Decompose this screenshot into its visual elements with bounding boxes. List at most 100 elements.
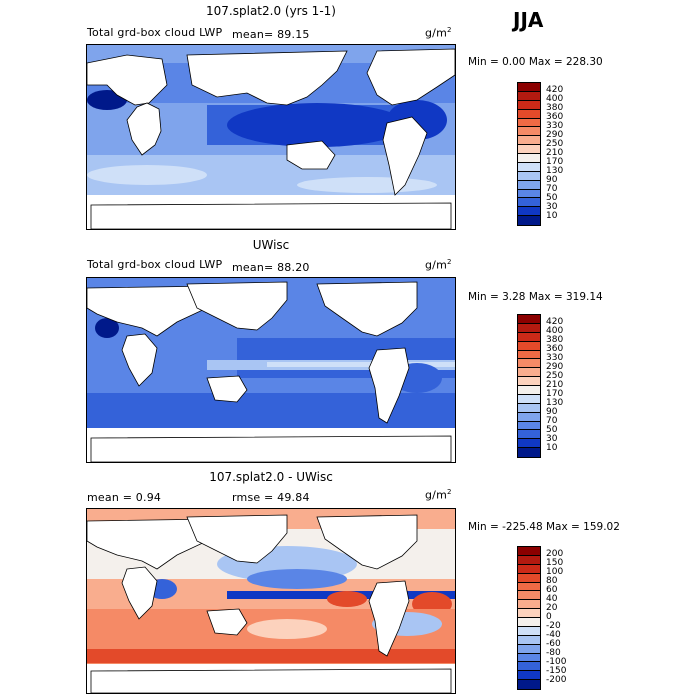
panel2-mean: mean= 88.20 <box>232 261 310 274</box>
colorbar-tick-label: 360 <box>546 112 564 122</box>
colorbar-tick-label: 90 <box>546 175 558 185</box>
panel3-mean: mean = 0.94 <box>87 491 162 504</box>
colorbar-tick-label: 40 <box>546 594 558 604</box>
panel2-title: UWisc <box>252 238 290 252</box>
colorbar-swatch <box>518 189 540 199</box>
colorbar-tick-label: 380 <box>546 103 564 113</box>
colorbar-swatch <box>518 315 540 324</box>
panel3-colorbar <box>517 546 541 690</box>
colorbar-swatch <box>518 564 540 574</box>
colorbar-swatch <box>518 332 540 342</box>
colorbar-swatch <box>518 394 540 404</box>
colorbar-tick-label: 170 <box>546 389 564 399</box>
season-label: JJA <box>513 8 544 32</box>
colorbar-tick-label: 360 <box>546 344 564 354</box>
colorbar-tick-label: 10 <box>546 443 558 453</box>
panel3-units: g/m2 <box>425 488 452 502</box>
panel2-map-svg <box>87 278 455 462</box>
colorbar-swatch <box>518 618 540 627</box>
colorbar-tick-label: 400 <box>546 326 564 336</box>
colorbar-swatch <box>518 171 540 181</box>
colorbar-swatch <box>518 145 540 154</box>
colorbar-swatch <box>518 100 540 110</box>
panel1-colorbar <box>517 82 541 226</box>
colorbar-tick-label: -40 <box>546 630 561 640</box>
colorbar-swatch <box>518 626 540 636</box>
panel3-rmse: rmse = 49.84 <box>232 491 310 504</box>
colorbar-swatch <box>518 109 540 119</box>
colorbar-swatch <box>518 350 540 360</box>
colorbar-swatch <box>518 368 540 378</box>
panel3-minmax: Min = -225.48 Max = 159.02 <box>468 521 620 533</box>
colorbar-swatch <box>518 609 540 618</box>
panel2-map <box>86 277 456 463</box>
colorbar-swatch <box>518 323 540 333</box>
colorbar-tick-label: -20 <box>546 621 561 631</box>
colorbar-tick-label: 80 <box>546 576 558 586</box>
colorbar-swatch <box>518 162 540 172</box>
colorbar-swatch <box>518 377 540 386</box>
colorbar-tick-label: -80 <box>546 648 561 658</box>
panel1-minmax: Min = 0.00 Max = 228.30 <box>468 56 603 68</box>
colorbar-tick-label: 380 <box>546 335 564 345</box>
panel2-subtitle: Total grd-box cloud LWP <box>87 258 223 271</box>
colorbar-tick-label: 290 <box>546 130 564 140</box>
colorbar-tick-label: 170 <box>546 157 564 167</box>
colorbar-tick-label: 290 <box>546 362 564 372</box>
colorbar-swatch <box>518 547 540 556</box>
colorbar-swatch <box>518 83 540 92</box>
colorbar-tick-label: -200 <box>546 675 567 685</box>
colorbar-swatch <box>518 136 540 146</box>
colorbar-tick-label: 100 <box>546 567 564 577</box>
colorbar-tick-label: 210 <box>546 380 564 390</box>
panel2-units: g/m2 <box>425 258 452 272</box>
colorbar-tick-label: -60 <box>546 639 561 649</box>
colorbar-swatch <box>518 198 540 208</box>
colorbar-swatch <box>518 127 540 137</box>
panel2-continents <box>87 281 452 462</box>
colorbar-swatch <box>518 421 540 431</box>
colorbar-swatch <box>518 644 540 654</box>
colorbar-tick-label: -150 <box>546 666 567 676</box>
colorbar-swatch <box>518 635 540 645</box>
panel1-mean: mean= 89.15 <box>232 28 310 41</box>
colorbar-tick-label: 200 <box>546 549 564 559</box>
colorbar-tick-label: 70 <box>546 184 558 194</box>
colorbar-tick-label: 130 <box>546 166 564 176</box>
colorbar-swatch <box>518 555 540 565</box>
colorbar-tick-label: 30 <box>546 202 558 212</box>
colorbar-swatch <box>518 448 540 457</box>
panel1-map <box>86 44 456 230</box>
colorbar-tick-label: 60 <box>546 585 558 595</box>
panel1-continents <box>87 48 455 229</box>
colorbar-tick-label: 50 <box>546 193 558 203</box>
colorbar-swatch <box>518 118 540 128</box>
colorbar-swatch <box>518 600 540 610</box>
colorbar-tick-label: 30 <box>546 434 558 444</box>
colorbar-tick-label: 130 <box>546 398 564 408</box>
colorbar-tick-label: 400 <box>546 94 564 104</box>
colorbar-swatch <box>518 359 540 369</box>
colorbar-swatch <box>518 341 540 351</box>
colorbar-swatch <box>518 582 540 592</box>
colorbar-tick-label: 330 <box>546 121 564 131</box>
colorbar-swatch <box>518 216 540 225</box>
panel3-map-svg <box>87 509 455 693</box>
panel3-title: 107.splat2.0 - UWisc <box>209 470 333 484</box>
panel2-colorbar <box>517 314 541 458</box>
colorbar-swatch <box>518 439 540 449</box>
colorbar-tick-label: 150 <box>546 558 564 568</box>
colorbar-swatch <box>518 671 540 681</box>
colorbar-swatch <box>518 154 540 163</box>
colorbar-swatch <box>518 573 540 583</box>
colorbar-swatch <box>518 662 540 672</box>
panel1-map-svg <box>87 45 455 229</box>
colorbar-tick-label: 330 <box>546 353 564 363</box>
colorbar-tick-label: 250 <box>546 371 564 381</box>
colorbar-tick-label: 420 <box>546 317 564 327</box>
panel3-continents <box>87 514 452 693</box>
panel1-subtitle: Total grd-box cloud LWP <box>87 26 223 39</box>
colorbar-swatch <box>518 180 540 190</box>
colorbar-swatch <box>518 430 540 440</box>
colorbar-tick-label: 10 <box>546 211 558 221</box>
